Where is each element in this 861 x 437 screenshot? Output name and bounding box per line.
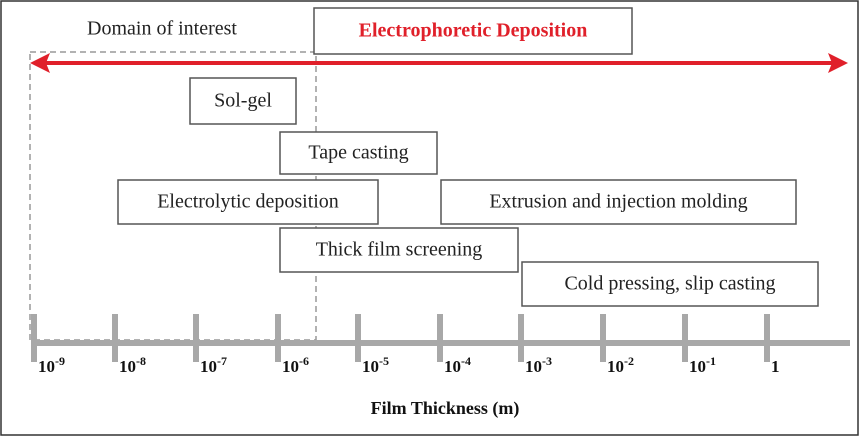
method-label: Cold pressing, slip casting (564, 273, 775, 295)
title: Electrophoretic Deposition (359, 20, 588, 42)
tick-label: 10-9 (38, 354, 65, 376)
tick-exponent: -3 (542, 354, 552, 368)
tick-label: 1 (771, 357, 780, 376)
method-box (279, 131, 438, 175)
axis-title: Film Thickness (m) (371, 398, 520, 419)
tick-base: 10 (38, 357, 55, 376)
tick-base: 10 (607, 357, 624, 376)
tick-label: 10-1 (689, 354, 716, 376)
tick-label: 10-3 (525, 354, 552, 376)
tick-exponent: -2 (624, 354, 634, 368)
tick-label: 10-8 (119, 354, 146, 376)
tick-exponent: -6 (299, 354, 309, 368)
tick-label: 10-7 (200, 354, 227, 376)
tick-base: 10 (689, 357, 706, 376)
tick-base: 10 (200, 357, 217, 376)
method-label: Tape casting (308, 142, 408, 164)
method-label: Thick film screening (316, 239, 483, 261)
tick-label: 10-2 (607, 354, 634, 376)
tick-exponent: -7 (217, 354, 227, 368)
tick-label: 10-6 (282, 354, 309, 376)
method-label: Sol-gel (214, 90, 272, 112)
domain-label: Domain of interest (87, 18, 237, 40)
title-box (313, 7, 633, 55)
tick-label: 10-4 (444, 354, 471, 376)
tick-exponent: -5 (379, 354, 389, 368)
tick-base: 10 (525, 357, 542, 376)
tick-exponent: -4 (461, 354, 471, 368)
method-label: Electrolytic deposition (157, 191, 339, 213)
tick-base: 10 (444, 357, 461, 376)
method-box (117, 179, 379, 225)
tick-base: 1 (771, 357, 780, 376)
range-arrow (30, 53, 848, 73)
method-box (440, 179, 797, 225)
tick-exponent: -1 (706, 354, 716, 368)
method-label: Extrusion and injection molding (489, 191, 747, 213)
tick-base: 10 (282, 357, 299, 376)
tick-label: 10-5 (362, 354, 389, 376)
tick-base: 10 (119, 357, 136, 376)
method-box (189, 77, 297, 125)
tick-exponent: -8 (136, 354, 146, 368)
tick-base: 10 (362, 357, 379, 376)
tick-exponent: -9 (55, 354, 65, 368)
method-box (279, 227, 519, 273)
method-box (521, 261, 819, 307)
